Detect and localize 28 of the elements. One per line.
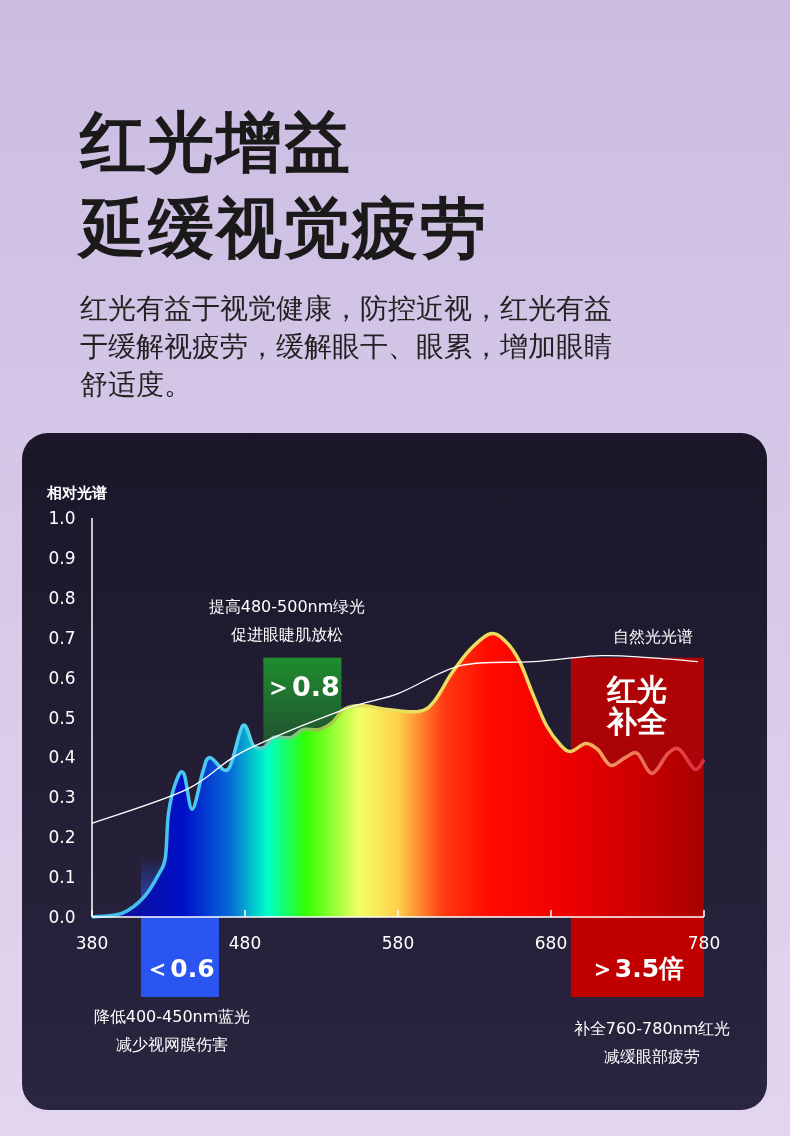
ytick: 0.2	[48, 827, 76, 848]
ylabel: 相对光谱	[47, 484, 107, 502]
annotation: 降低400-450nm蓝光	[93, 1007, 251, 1026]
ytick: 0.0	[48, 907, 76, 927]
xtick: 680	[534, 933, 568, 953]
ytick: 0.3	[48, 787, 76, 808]
band-label: ＞0.8	[264, 670, 340, 702]
ytick: 0.8	[48, 587, 76, 608]
annotation: 减缓眼部疲劳	[604, 1047, 700, 1066]
xtick: 380	[75, 933, 109, 953]
ytick: 0.4	[48, 747, 76, 768]
ytick: 1.0	[48, 508, 76, 528]
xtick: 480	[228, 933, 262, 953]
xtick: 580	[381, 933, 415, 953]
ytick: 0.7	[48, 627, 76, 648]
ytick: 0.6	[48, 667, 76, 688]
ytick: 0.1	[48, 867, 76, 888]
annotation: 红光有益于视觉健康，防控近视，红光有益于缓解视疲劳，缓解眼干、眼累，增加眼睛舒适度。	[80, 291, 613, 403]
annotation: 补全760-780nm红光	[573, 1019, 731, 1038]
band-label: 红光补全	[606, 671, 668, 739]
annotation: ＞3.5倍	[589, 954, 685, 983]
annotation: 减少视网膜伤害	[116, 1035, 228, 1054]
title: 红光增益	[80, 103, 352, 183]
ytick: 0.5	[48, 707, 76, 728]
ytick: 0.9	[48, 547, 76, 568]
annotation: 促进眼睫肌放松	[231, 625, 343, 644]
annotation: 提高480-500nm绿光	[208, 597, 366, 616]
band-label: ＜0.6	[145, 954, 215, 983]
